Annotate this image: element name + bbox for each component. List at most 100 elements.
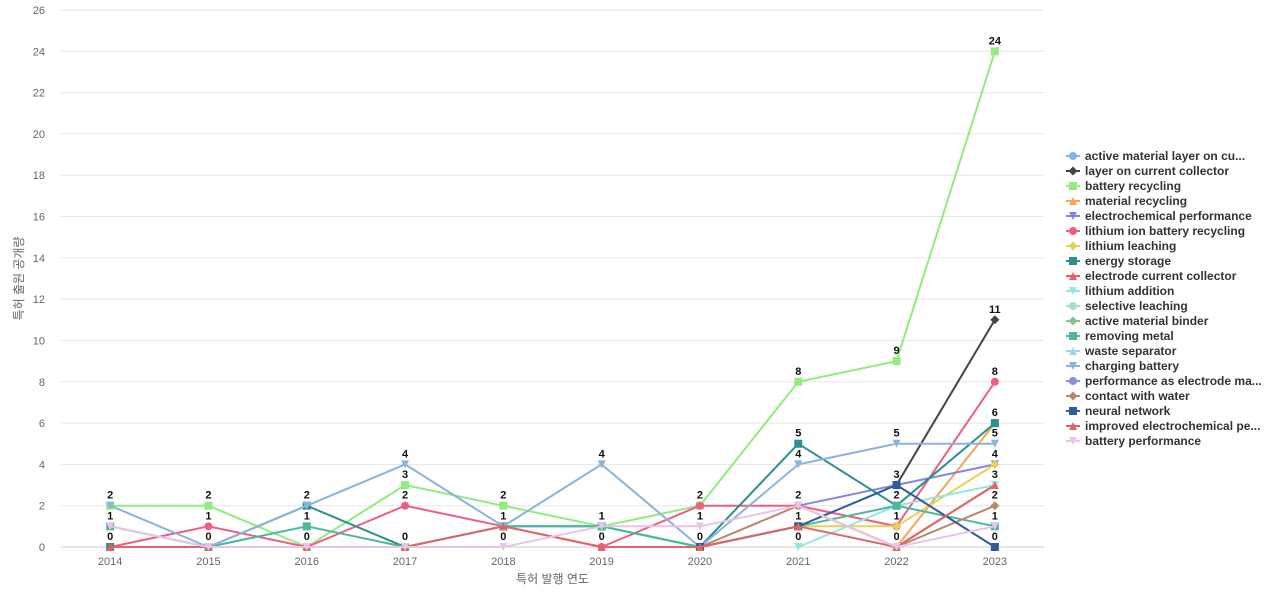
data-point[interactable] [695,543,704,551]
data-label: 1 [893,510,899,522]
data-point[interactable] [892,481,901,490]
series-line[interactable] [895,319,996,486]
data-point[interactable] [695,501,704,510]
legend-item[interactable]: contact with water [1066,389,1190,403]
legend-item[interactable]: neural network [1066,404,1171,418]
data-point[interactable] [892,357,901,366]
legend-item[interactable]: material recycling [1066,194,1187,208]
data-point[interactable] [990,439,999,448]
y-tick-label: 6 [39,418,45,430]
data-point[interactable] [204,501,213,510]
data-point[interactable] [990,543,999,551]
data-point[interactable] [892,543,901,551]
x-axis-ticks: 2014 2015 2016 2017 2018 2019 2020 2021 2022 2023 [98,556,1007,568]
legend-item[interactable]: charging battery [1066,359,1179,373]
data-point[interactable] [401,481,410,490]
legend-marker-icon [1069,227,1077,235]
data-point[interactable] [990,522,999,531]
legend-item[interactable]: lithium addition [1066,284,1174,298]
data-point[interactable] [892,439,901,448]
data-point[interactable] [794,377,803,386]
data-point[interactable] [794,522,803,531]
x-tick-label: 2020 [688,556,712,568]
data-point[interactable] [794,460,803,469]
data-point[interactable] [990,315,1000,325]
legend-item[interactable]: electrode current collector [1066,269,1237,283]
data-point[interactable] [499,522,508,531]
data-point[interactable] [106,501,115,510]
data-point[interactable] [990,47,999,56]
legend-item[interactable]: waste separator [1066,344,1177,358]
legend-item[interactable]: improved electrochemical pe... [1066,419,1260,433]
data-label: 5 [795,428,801,440]
data-label: 11 [989,304,1001,316]
data-point[interactable] [204,543,213,551]
data-point[interactable] [499,543,508,551]
data-point[interactable] [892,501,901,510]
y-axis-title: 특허 출원 공개량 [12,237,26,321]
data-point[interactable] [106,543,115,551]
legend-item[interactable]: active material binder [1066,314,1209,328]
data-point[interactable] [499,501,508,510]
legend-label: lithium leaching [1085,239,1176,253]
data-point[interactable] [106,522,115,531]
series-line[interactable] [110,422,996,548]
data-label: 3 [992,469,998,481]
data-point[interactable] [695,522,704,531]
data-point[interactable] [302,501,311,510]
data-label: 24 [989,35,1002,47]
data-point[interactable] [597,460,606,469]
data-point[interactable] [597,543,606,551]
data-point[interactable] [892,521,902,531]
data-point[interactable] [302,543,311,551]
series-line[interactable] [109,442,995,548]
data-label: 4 [599,448,606,460]
data-point[interactable] [990,481,999,490]
legend-marker-icon [1069,257,1077,265]
legend-marker-icon [1069,287,1077,295]
legend-label: neural network [1085,404,1171,418]
y-tick-label: 14 [33,253,45,265]
legend-label: contact with water [1085,389,1190,403]
legend-item[interactable]: layer on current collector [1066,164,1229,178]
legend-marker-icon [1069,422,1077,430]
y-tick-label: 22 [33,88,45,100]
legend-marker-icon [1068,316,1078,326]
data-labels: 2102102104320210410210854210953210241186… [107,35,1002,543]
legend-item[interactable]: selective leaching [1066,299,1188,313]
data-point[interactable] [401,460,410,469]
data-point[interactable] [794,543,803,551]
data-point[interactable] [401,543,410,551]
legend-item[interactable]: active material layer on cu... [1066,149,1245,163]
series-line[interactable] [109,504,996,548]
data-point[interactable] [990,459,1000,469]
legend-item[interactable]: lithium leaching [1066,239,1176,253]
x-tick-label: 2015 [196,556,220,568]
series-line[interactable] [109,504,996,548]
data-point[interactable] [990,377,999,386]
data-point[interactable] [990,501,1000,511]
data-point[interactable] [597,522,606,531]
data-label: 1 [697,510,703,522]
data-point[interactable] [401,501,410,510]
y-tick-label: 16 [33,212,45,224]
data-point[interactable] [204,522,213,531]
legend-item[interactable]: battery performance [1066,434,1201,448]
data-point[interactable] [794,501,803,510]
data-point[interactable] [990,419,999,428]
data-point[interactable] [794,439,803,448]
x-tick-label: 2023 [983,556,1007,568]
legend-marker-icon [1069,437,1077,445]
y-tick-label: 12 [33,294,45,306]
legend-item[interactable]: removing metal [1066,329,1174,343]
legend-label: layer on current collector [1085,164,1229,178]
legend-item[interactable]: lithium ion battery recycling [1066,224,1245,238]
legend-label: improved electrochemical pe... [1085,419,1260,433]
data-point[interactable] [302,522,311,531]
data-label: 1 [205,510,211,522]
legend-item[interactable]: energy storage [1066,254,1171,268]
legend-item[interactable]: performance as electrode ma... [1066,374,1262,388]
legend-item[interactable]: battery recycling [1066,179,1181,193]
legend-item[interactable]: electrochemical performance [1066,209,1252,223]
data-label: 2 [304,490,310,502]
